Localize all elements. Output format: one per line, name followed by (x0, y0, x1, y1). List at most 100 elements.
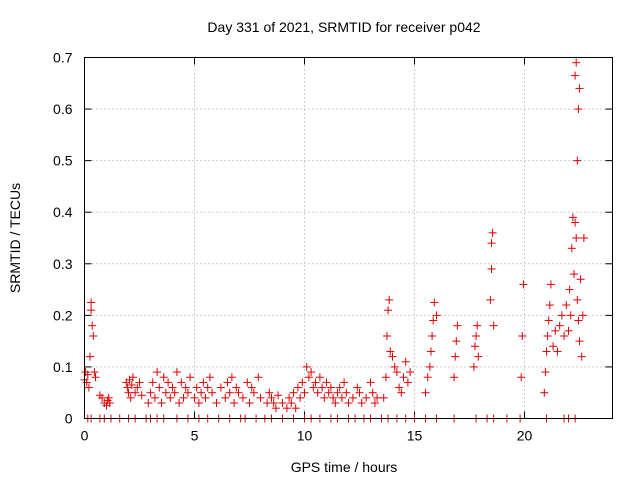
data-point-plus (579, 234, 588, 242)
data-point-plus (401, 357, 410, 366)
data-point-plus (216, 383, 225, 392)
data-point-plus (544, 316, 553, 325)
data-point-plus (265, 388, 274, 397)
data-point-plus (309, 383, 318, 392)
data-point-plus (574, 105, 583, 114)
data-point-plus (86, 352, 94, 361)
data-point-plus (541, 368, 550, 377)
data-point-plus (320, 393, 329, 402)
data-point-plus (137, 391, 146, 400)
data-point-plus (368, 388, 377, 397)
data-point-plus (578, 311, 587, 320)
data-point-plus (570, 270, 578, 279)
chart-title: Day 331 of 2021, SRMTID for receiver p04… (207, 19, 480, 35)
y-tick-label: 0.3 (53, 256, 73, 272)
data-point-plus (315, 373, 324, 382)
data-point-plus (333, 388, 342, 397)
data-points (80, 58, 588, 423)
data-point-plus (557, 311, 566, 320)
data-point-plus (131, 388, 140, 397)
data-point-plus (353, 383, 362, 392)
data-point-plus (212, 399, 221, 408)
data-point-plus (487, 264, 496, 273)
data-point-plus (573, 295, 582, 304)
data-point-plus (469, 362, 478, 371)
x-tick-label: 10 (297, 428, 313, 444)
data-point-plus (144, 399, 153, 408)
data-point-plus (247, 383, 256, 392)
data-point-plus (194, 399, 203, 408)
data-point-plus (87, 306, 96, 315)
data-point-plus (429, 316, 438, 325)
data-point-plus (517, 373, 526, 382)
y-axis-label: SRMTID / TECUs (7, 183, 23, 293)
y-tick-label: 0.2 (53, 307, 73, 323)
data-point-plus (576, 275, 585, 284)
data-point-plus (298, 378, 307, 387)
data-point-plus (104, 393, 113, 402)
data-point-plus (471, 342, 479, 351)
data-point-plus (90, 368, 99, 377)
data-point-plus (153, 368, 162, 377)
data-point-plus (175, 399, 184, 408)
data-point-plus (392, 368, 401, 377)
x-tick-label: 15 (407, 428, 423, 444)
data-point-plus (340, 378, 349, 387)
data-point-plus (450, 373, 459, 382)
data-point-plus (161, 388, 170, 397)
data-point-plus (300, 388, 309, 397)
data-point-plus (148, 378, 157, 387)
data-point-plus (238, 393, 247, 402)
data-point-plus (166, 393, 175, 402)
data-point-plus (383, 331, 391, 340)
data-point-plus (379, 393, 388, 402)
data-point-plus (203, 383, 212, 392)
data-point-plus (123, 383, 132, 392)
data-point-plus (89, 331, 98, 340)
data-point-plus (302, 362, 311, 371)
data-point-plus (150, 393, 159, 402)
data-point-plus (88, 321, 97, 330)
data-point-plus (362, 393, 371, 402)
y-tick-label: 0.4 (53, 204, 73, 220)
data-point-plus (234, 388, 243, 397)
data-point-plus (172, 368, 181, 377)
data-point-plus (344, 399, 353, 408)
data-point-plus (183, 388, 192, 397)
data-point-plus (190, 393, 199, 402)
data-point-plus (282, 404, 291, 413)
data-point-plus (453, 321, 462, 330)
data-point-plus (227, 373, 236, 382)
data-point-plus (91, 373, 100, 382)
data-point-plus (386, 347, 395, 356)
data-point-plus (256, 393, 265, 402)
data-point-plus (105, 399, 114, 408)
data-point-plus (474, 352, 483, 361)
data-point-plus (553, 347, 562, 356)
data-point-plus (329, 393, 338, 402)
data-point-plus (307, 368, 316, 377)
data-point-plus (271, 404, 280, 413)
data-point-plus (518, 331, 527, 340)
data-point-plus (540, 388, 549, 397)
data-point-plus (545, 301, 554, 310)
data-point-plus (254, 373, 263, 382)
data-point-plus (159, 373, 168, 382)
data-point-plus (322, 378, 331, 387)
data-point-plus (83, 370, 92, 379)
data-point-plus (542, 347, 551, 356)
data-point-plus (155, 383, 164, 392)
data-point-plus (489, 321, 498, 330)
data-point-plus (366, 378, 375, 387)
data-point-plus (573, 156, 582, 165)
data-point-plus (146, 388, 155, 397)
data-point-plus (568, 213, 577, 222)
data-point-plus (384, 306, 393, 315)
data-point-plus (186, 373, 195, 382)
data-point-plus (403, 378, 412, 387)
data-point-plus (278, 399, 287, 408)
x-tick-label: 0 (81, 428, 89, 444)
data-point-plus (274, 391, 283, 400)
data-point-plus (289, 388, 298, 397)
data-point-plus (225, 388, 234, 397)
